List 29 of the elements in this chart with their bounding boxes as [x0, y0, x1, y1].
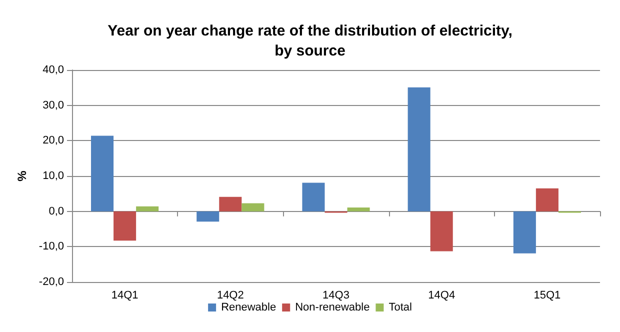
bar [513, 211, 536, 254]
y-tick-label: 10,0 [42, 170, 64, 182]
bar [91, 136, 114, 212]
bar [430, 211, 453, 252]
bar [536, 188, 558, 212]
y-tick-label: -20,0 [38, 276, 64, 288]
legend-label: Renewable [221, 302, 276, 314]
x-tick-label: 15Q1 [534, 290, 561, 302]
y-tick-label: 0,0 [48, 205, 64, 218]
x-tick-label: 14Q1 [111, 290, 138, 302]
bar [136, 206, 159, 212]
y-tick-label: -10,0 [38, 240, 64, 253]
legend-label: Non-renewable [295, 302, 370, 314]
y-tick-label: 30,0 [42, 99, 64, 112]
y-tick-label: 20,0 [42, 134, 64, 147]
bar [196, 211, 220, 222]
bar [114, 211, 136, 241]
chart-title: Year on year change rate of the distribution of electricity, by source [108, 22, 512, 60]
bar [302, 182, 325, 212]
bar [242, 203, 264, 212]
x-tick-label: 14Q3 [322, 290, 350, 302]
x-tick-label: 14Q2 [216, 290, 244, 302]
bar [219, 196, 242, 212]
bar [347, 207, 370, 212]
bar [408, 87, 430, 212]
legend-label: Total [388, 302, 412, 314]
y-axis-title: % [15, 170, 29, 182]
y-tick-label: 40,0 [42, 64, 64, 76]
x-tick-label: 14Q4 [428, 290, 456, 302]
